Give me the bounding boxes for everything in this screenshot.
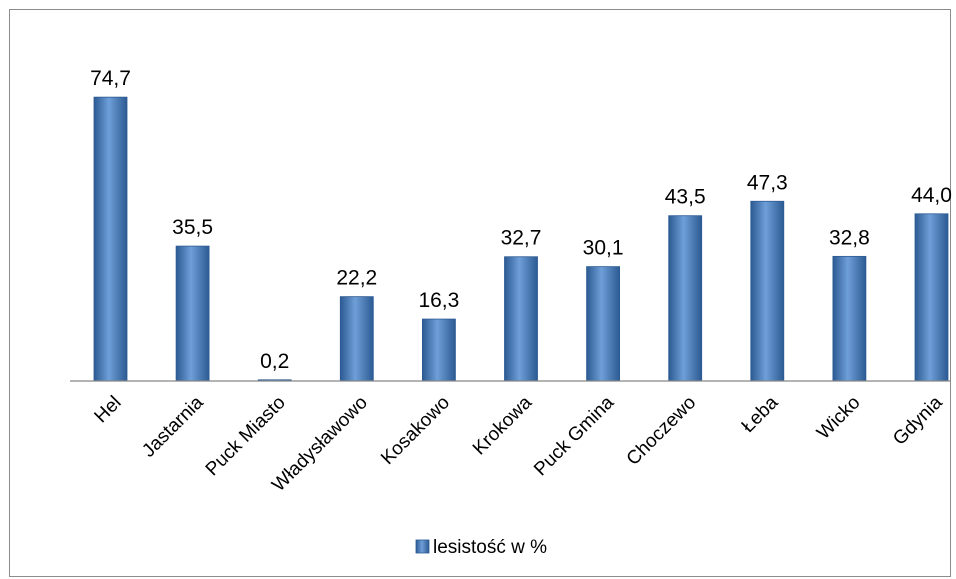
category-label-7: Choczewo [623,392,701,470]
bars-group [93,96,949,382]
value-label-8: 47,3 [747,171,788,194]
bar-5 [504,256,538,382]
value-label-1: 35,5 [172,216,213,239]
value-label-3: 22,2 [336,267,377,290]
value-label-4: 16,3 [418,289,459,312]
bar-9 [832,255,867,382]
bar-10 [914,213,949,382]
legend-label: lesistość w % [433,537,547,558]
value-label-10: 44,0 [911,184,952,207]
bar-0 [93,96,128,382]
category-label-4: Kosakowo [377,392,454,469]
bar-8 [750,200,785,382]
bar-3 [339,296,374,382]
category-label-1: Jastarnia [138,392,208,462]
chart-frame [9,9,951,577]
category-label-5: Krokowa [469,392,536,459]
value-labels-group: 74,7 35,5 0,2 22,2 16,3 32,7 30,1 43,5 47,3 32,8 4… [90,67,952,373]
value-label-2: 0,2 [260,350,289,373]
value-label-9: 32,8 [829,226,870,249]
bar-4 [421,318,456,382]
category-label-6: Puck Gmina [530,392,618,480]
category-label-10: Gdynia [889,392,947,450]
bar-7 [668,215,703,382]
category-label-0: Hel [91,392,126,427]
bar-6 [586,266,620,382]
value-label-0: 74,7 [90,67,131,90]
legend: lesistość w % [415,537,547,558]
legend-swatch [415,539,430,554]
category-label-8: Łeba [738,392,783,437]
value-label-5: 32,7 [501,227,542,250]
category-label-2: Puck Miasto [202,392,290,480]
category-label-9: Wicko [813,392,864,443]
value-label-7: 43,5 [665,186,706,209]
value-label-6: 30,1 [583,237,624,260]
bar-1 [175,245,210,382]
